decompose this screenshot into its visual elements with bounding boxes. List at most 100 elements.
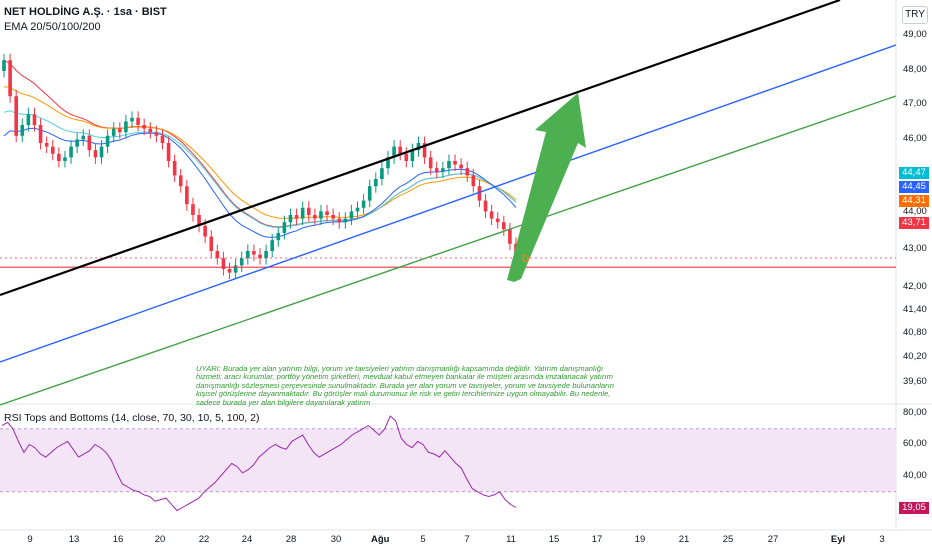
- rsi-band: [0, 428, 896, 492]
- candle-body: [172, 161, 177, 176]
- candle-body: [81, 135, 86, 140]
- candle-body: [270, 240, 274, 251]
- time-tick-label: 11: [506, 534, 516, 545]
- price-tick-label: 41,40: [903, 304, 927, 315]
- candle-body: [441, 168, 445, 172]
- symbol-title: NET HOLDİNG A.Ş. · 1sa · BIST: [4, 6, 167, 18]
- candle-body: [20, 125, 25, 136]
- time-tick-label: 3: [879, 534, 885, 545]
- candle-body: [93, 150, 98, 158]
- price-tick-label: 43,00: [903, 243, 927, 254]
- candle-body: [392, 146, 396, 158]
- candles: [2, 53, 518, 280]
- price-tick-label: 42,00: [903, 281, 927, 292]
- candle-body: [50, 146, 55, 154]
- candle-body: [489, 211, 494, 219]
- candle-body: [63, 157, 67, 161]
- price-tag: 44,47: [899, 167, 929, 179]
- time-tick-label: Ağu: [371, 534, 390, 545]
- candle-body: [215, 251, 220, 259]
- candle-body: [197, 215, 201, 226]
- candle-body: [337, 218, 342, 223]
- price-tag: 44,45: [899, 181, 929, 193]
- candle-body: [87, 135, 92, 151]
- candle-body: [361, 200, 366, 208]
- candle-body: [209, 236, 214, 251]
- candle-body: [160, 135, 165, 143]
- candle-body: [386, 157, 390, 169]
- price-tick-label: 48,00: [903, 64, 927, 75]
- candle-body: [185, 186, 189, 205]
- candle-body: [410, 150, 415, 161]
- trend-lines: [0, 0, 897, 406]
- chart-legend: NET HOLDİNG A.Ş. · 1sa · BIST EMA 20/50/…: [4, 5, 167, 35]
- candle-body: [331, 215, 335, 219]
- price-tick-label: 44,00: [903, 206, 927, 217]
- candle-body: [2, 60, 6, 71]
- candle-body: [227, 269, 232, 273]
- candle-body: [136, 117, 140, 125]
- candle-body: [355, 207, 360, 212]
- candle-body: [99, 146, 104, 158]
- candle-body: [434, 168, 439, 172]
- candle-body: [75, 139, 79, 147]
- candle-body: [471, 175, 476, 187]
- candle-body: [367, 186, 372, 201]
- price-tick-label: 39,60: [903, 376, 927, 387]
- annotation-label: D: [522, 254, 530, 265]
- candle-body: [239, 258, 244, 266]
- rsi-tick-label: 40,00: [903, 470, 927, 481]
- candle-body: [166, 143, 171, 161]
- currency-button[interactable]: TRY: [902, 6, 928, 24]
- candle-body: [26, 114, 31, 125]
- price-tick-label: 40,80: [903, 327, 927, 338]
- time-tick-label: 30: [330, 534, 342, 545]
- candle-body: [69, 146, 73, 158]
- candle-body: [319, 211, 323, 219]
- candle-body: [300, 207, 305, 219]
- candle-body: [380, 168, 384, 179]
- channel-line-upper: [0, 0, 841, 297]
- candle-body: [416, 143, 421, 151]
- candle-body: [306, 207, 311, 215]
- candle-body: [154, 132, 159, 136]
- candle-body: [325, 211, 329, 215]
- rsi-line: [1, 415, 517, 512]
- time-tick-label: Eyl: [830, 534, 846, 545]
- candle-body: [252, 251, 256, 255]
- candle-body: [428, 157, 433, 169]
- candle-body: [130, 117, 134, 122]
- candle-body: [495, 218, 500, 223]
- time-tick-label: 9: [27, 534, 33, 545]
- rsi-pane: [0, 415, 896, 512]
- candle-body: [178, 175, 183, 187]
- time-tick-label: 22: [198, 534, 210, 545]
- candle-body: [38, 125, 43, 143]
- candle-body: [111, 128, 116, 136]
- up-arrow: [507, 93, 586, 282]
- candle-body: [124, 121, 128, 133]
- candle-body: [343, 218, 348, 223]
- candle-body: [313, 215, 317, 219]
- time-tick-label: 16: [112, 534, 124, 545]
- candle-body: [374, 179, 378, 187]
- candle-body: [57, 153, 61, 161]
- candle-body: [447, 161, 451, 169]
- candle-body: [276, 233, 281, 241]
- arrow-annotation: [507, 93, 586, 282]
- price-tick-label: 47,00: [903, 98, 927, 109]
- rsi-value-tag: 19,05: [899, 502, 929, 514]
- candle-body: [453, 161, 457, 165]
- channel-line-lower: [0, 95, 897, 406]
- candle-body: [105, 135, 110, 147]
- rsi-tick-label: 80,00: [903, 407, 927, 418]
- time-tick-label: 25: [722, 534, 734, 545]
- time-tick-label: 15: [548, 534, 560, 545]
- rsi-tick-label: 60,00: [903, 438, 927, 449]
- candle-body: [398, 146, 402, 154]
- channel-line-middle: [0, 44, 897, 363]
- candle-body: [221, 258, 226, 269]
- candle-body: [148, 128, 153, 133]
